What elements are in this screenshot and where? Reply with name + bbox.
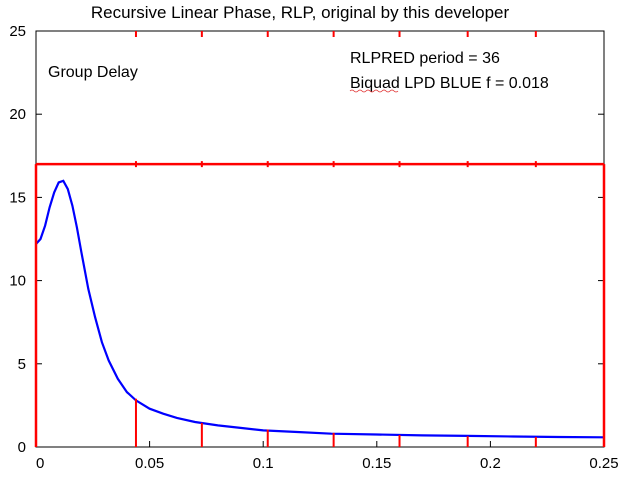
annotation-line-1: RLPRED period = 36 xyxy=(350,50,500,67)
x-tick-label: 0.05 xyxy=(135,455,164,472)
y-tick-label: 15 xyxy=(9,189,26,206)
ticks: 0 5 10 15 20 25 0 0.05 0.1 0.15 0.2 0.25 xyxy=(9,23,618,472)
y-tick-label: 25 xyxy=(9,23,26,40)
x-tick-label: 0.25 xyxy=(589,455,618,472)
annotation-line-2: Biquad LPD BLUE f = 0.018 xyxy=(350,75,549,92)
chart-title: Recursive Linear Phase, RLP, original by… xyxy=(91,3,510,22)
series-line-blue xyxy=(35,179,605,439)
y-tick-label: 10 xyxy=(9,273,26,290)
x-tick-label: 0 xyxy=(36,455,44,472)
x-tick-label: 0.2 xyxy=(480,455,501,472)
y-tick-label: 5 xyxy=(18,356,26,373)
y-tick-label: 0 xyxy=(18,439,26,456)
x-tick-label: 0.1 xyxy=(253,455,274,472)
x-tick-label: 0.15 xyxy=(362,455,391,472)
series-layer xyxy=(34,31,606,447)
spellcheck-squiggle xyxy=(349,89,399,93)
plot-label: Group Delay xyxy=(48,64,138,81)
y-tick-label: 20 xyxy=(9,106,26,123)
